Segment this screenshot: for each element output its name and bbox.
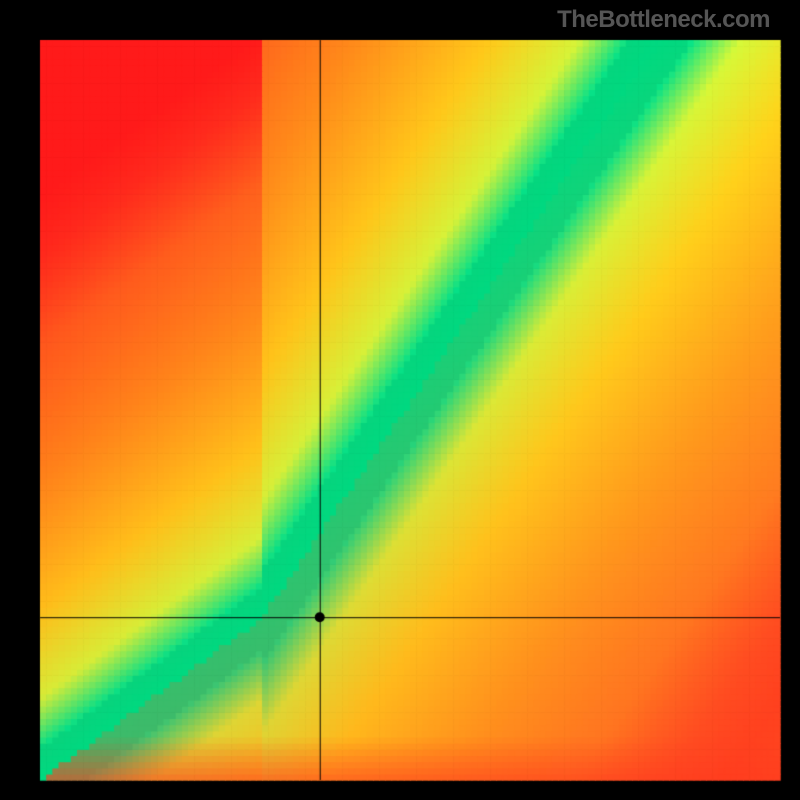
chart-container: { "watermark": "TheBottleneck.com", "can… [0, 0, 800, 800]
watermark-text: TheBottleneck.com [557, 6, 770, 34]
crosshair-overlay [0, 0, 800, 800]
